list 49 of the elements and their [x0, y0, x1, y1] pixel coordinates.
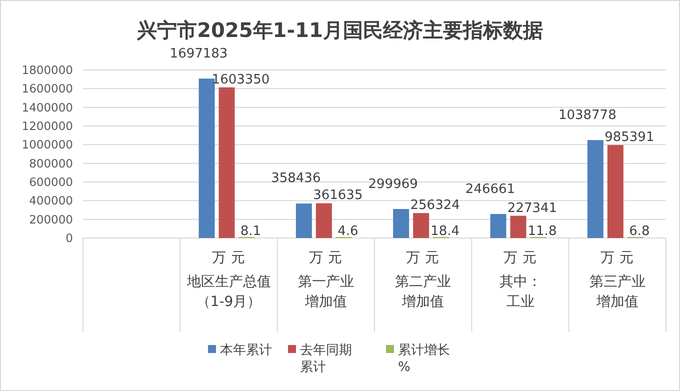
bar: [510, 216, 526, 238]
data-label: 985391: [604, 130, 654, 146]
bar: [218, 87, 235, 238]
data-label: 299969: [368, 177, 418, 192]
data-label: 4.6: [338, 224, 358, 239]
bar: [198, 78, 215, 238]
data-label: 11.8: [528, 224, 557, 239]
y-tick-label: 400000: [29, 194, 73, 208]
x-tick-label: 其中：工业: [499, 274, 542, 310]
y-tick-label: 800000: [29, 156, 73, 170]
data-label: 1697183: [170, 46, 228, 62]
bar: [296, 204, 312, 238]
data-label: 358436: [271, 171, 321, 186]
text: 万元: [308, 250, 347, 266]
bar: [607, 145, 624, 238]
text: 万元: [503, 250, 542, 266]
x-tick-label: 第一产业增加值: [298, 274, 354, 310]
data-label: 1603350: [212, 72, 270, 88]
bar: [413, 213, 430, 238]
data-label: 8.1: [240, 224, 262, 239]
data-label: 6.8: [629, 224, 650, 239]
legend-label: 累计增长%: [398, 343, 450, 375]
data-label: 256324: [410, 198, 460, 214]
x-tick-label: 第三产业增加值: [589, 274, 646, 310]
text: 万元: [600, 250, 638, 266]
x-tick-label: 第二产业增加值: [395, 274, 452, 310]
y-tick-label: 0: [66, 231, 73, 245]
bar: [393, 209, 410, 238]
y-tick-label: 1600000: [22, 82, 73, 96]
y-tick-label: 600000: [29, 175, 73, 189]
y-tick-label: 1400000: [22, 100, 73, 114]
y-tick-label: 1000000: [22, 138, 73, 152]
y-tick-label: 1800000: [22, 63, 73, 77]
y-tick-label: 200000: [29, 212, 73, 226]
data-label: 227341: [507, 200, 558, 216]
legend-label: 去年同期累计: [300, 343, 352, 375]
bar: [490, 214, 506, 238]
data-label: 246661: [465, 182, 516, 197]
x-tick-label: 地区生产总值（1-9月）: [186, 274, 271, 310]
text: 万元: [212, 250, 250, 266]
text: 万元: [406, 250, 444, 266]
chart-title: 兴宁市2025年1-11月国民经济主要指标数据: [136, 18, 543, 42]
data-label: 1038778: [558, 108, 616, 124]
data-label: 18.4: [430, 224, 460, 239]
legend-label: 本年累计: [220, 343, 272, 358]
bar: [316, 203, 332, 238]
data-label: 361635: [313, 188, 363, 204]
bar: [587, 140, 604, 238]
y-tick-label: 1200000: [22, 119, 73, 133]
